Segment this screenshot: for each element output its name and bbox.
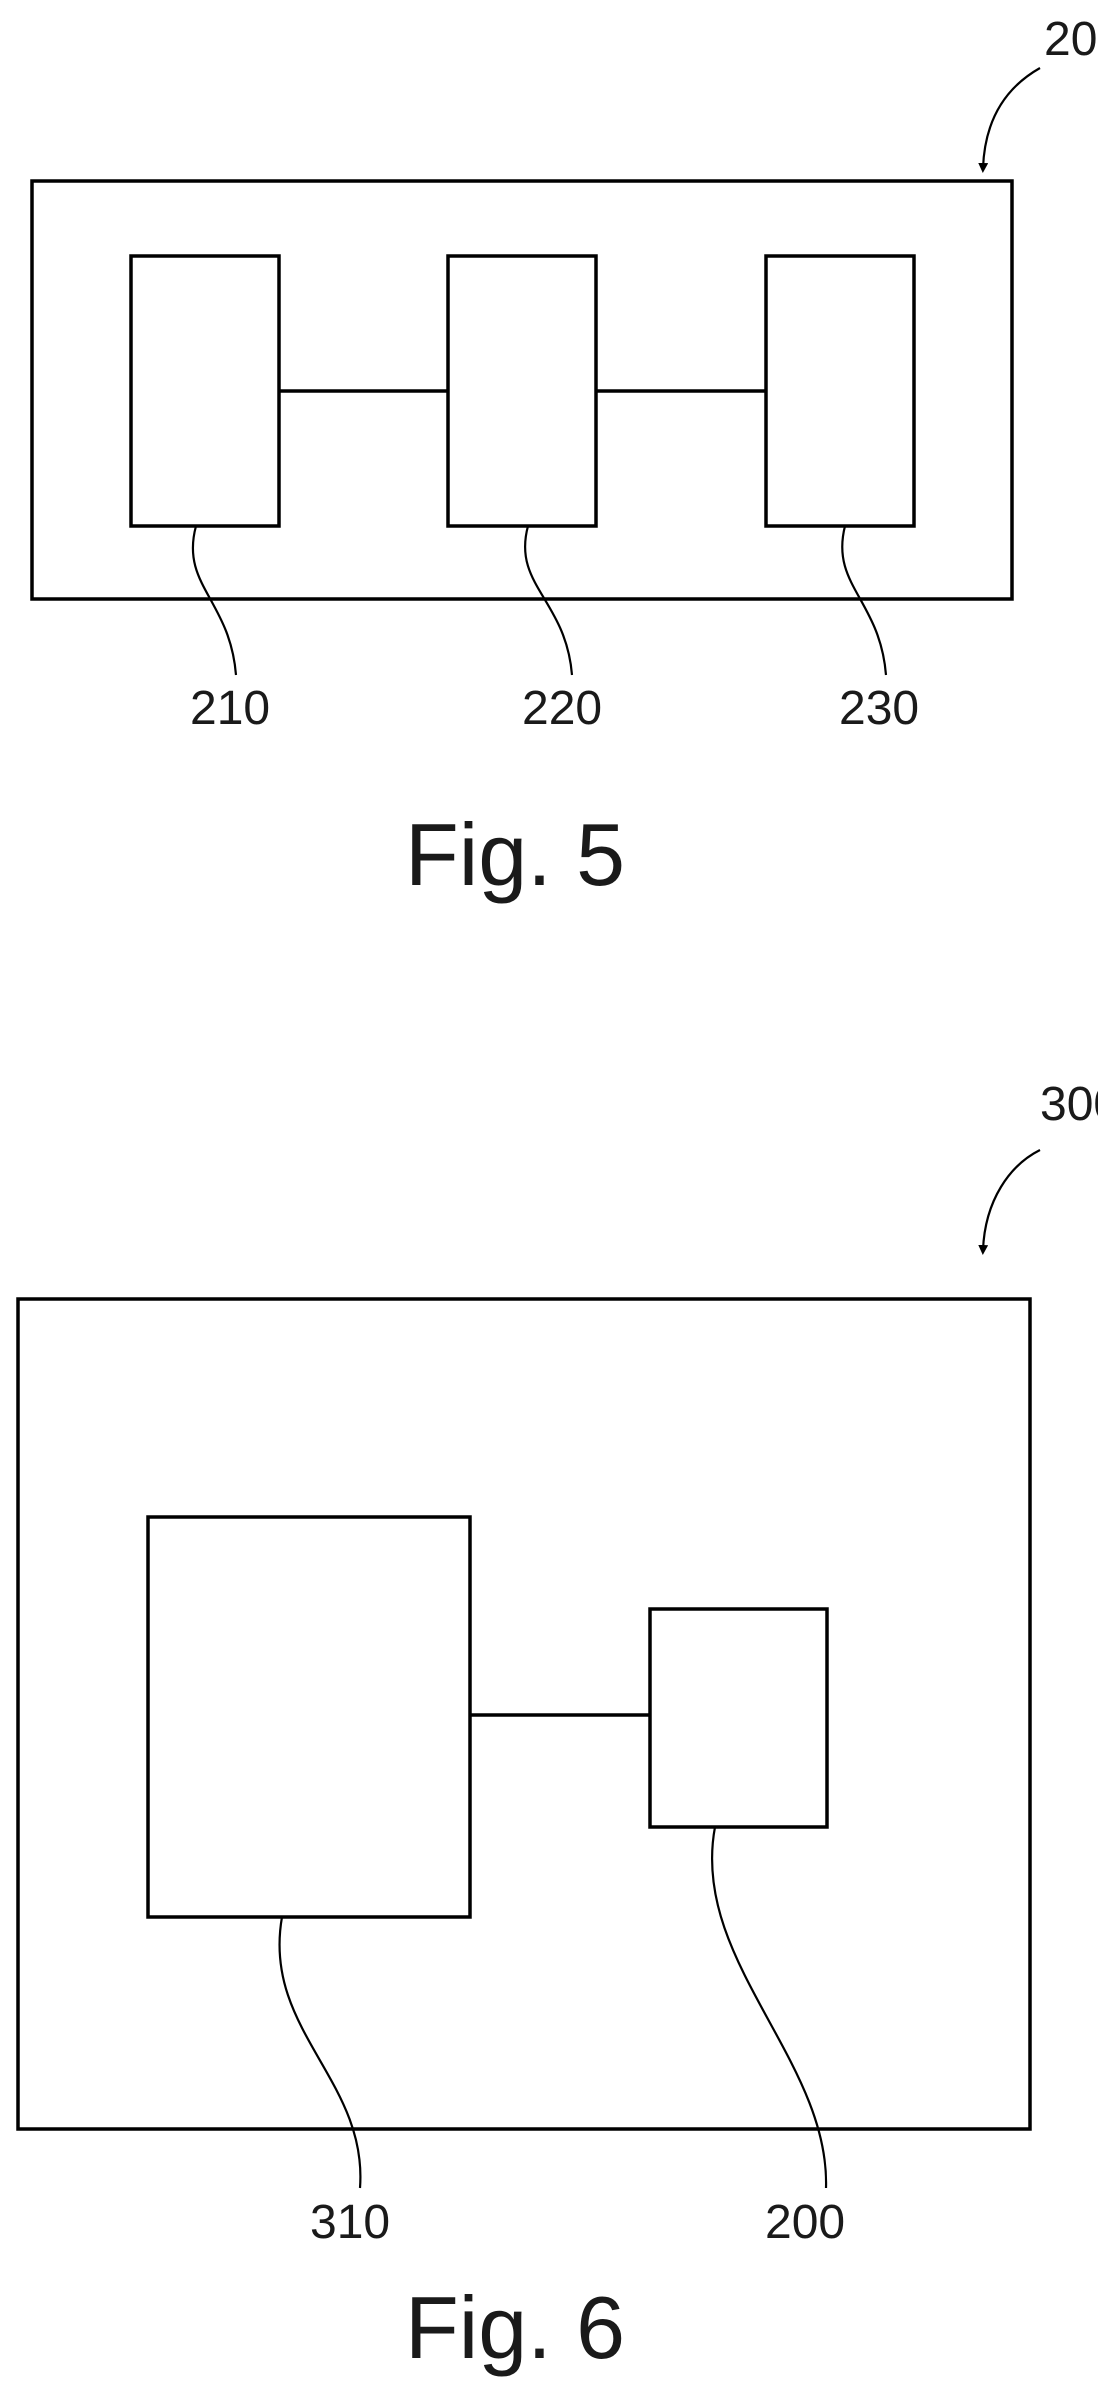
figure-6: 300 310 200 Fig. 6: [18, 1078, 1098, 2377]
component-220-ref: 220: [522, 682, 602, 735]
component-200-box: [650, 1609, 827, 1827]
figure-6-caption: Fig. 6: [405, 2278, 625, 2377]
system-300-ref: 300: [1040, 1078, 1098, 1131]
component-200-ref: 200: [765, 2196, 845, 2249]
component-310-box: [148, 1517, 470, 1917]
system-200-ref: 200: [1044, 13, 1098, 66]
component-210-ref: 210: [190, 682, 270, 735]
figure-5-caption: Fig. 5: [405, 805, 625, 904]
system-300-arrow: [983, 1150, 1040, 1250]
component-230-box: [766, 256, 914, 526]
figure-5: 200 210 220 230 Fig. 5: [32, 13, 1098, 904]
component-230-ref: 230: [839, 682, 919, 735]
component-310-ref: 310: [310, 2196, 390, 2249]
component-220-box: [448, 256, 596, 526]
component-210-box: [131, 256, 279, 526]
system-200-arrow: [983, 68, 1040, 168]
